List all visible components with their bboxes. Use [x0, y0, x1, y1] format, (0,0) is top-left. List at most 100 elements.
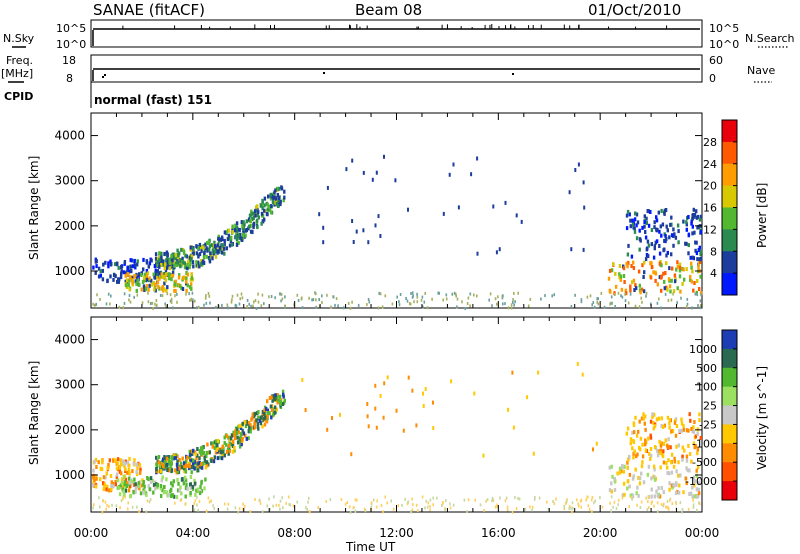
range-cell	[191, 461, 195, 466]
range-cell	[326, 427, 329, 432]
range-cell	[271, 398, 274, 403]
range-cell	[182, 260, 185, 265]
range-cell	[371, 177, 374, 182]
range-cell	[171, 456, 174, 461]
range-cell	[218, 237, 221, 242]
range-cell	[610, 295, 613, 299]
range-cell	[404, 497, 406, 501]
range-cell	[411, 503, 414, 507]
range-cell	[697, 248, 700, 252]
range-cell	[117, 486, 120, 490]
range-cell	[649, 447, 653, 451]
range-cell	[126, 272, 129, 277]
range-cell	[379, 292, 382, 296]
range-cell	[424, 506, 426, 510]
range-cell	[201, 260, 204, 265]
range-cell	[660, 486, 663, 490]
range-cell	[120, 471, 123, 476]
range-cell	[635, 236, 639, 241]
range-cell	[366, 303, 368, 307]
range-cell	[641, 460, 644, 465]
range-cell	[653, 475, 656, 480]
range-cell	[196, 461, 199, 466]
range-cell	[532, 451, 535, 456]
range-cell	[635, 433, 639, 438]
range-cell	[256, 424, 260, 429]
range-cell	[263, 412, 266, 416]
range-cell	[666, 250, 669, 255]
range-cell	[626, 479, 630, 484]
range-cell	[269, 196, 273, 201]
range-cell	[126, 460, 130, 465]
range-cell	[668, 284, 672, 289]
range-cell	[174, 289, 177, 293]
range-cell	[238, 227, 241, 232]
range-cell	[143, 275, 146, 280]
range-cell	[209, 253, 212, 258]
range-cell	[682, 423, 685, 428]
range-cell	[123, 480, 127, 485]
range-cell	[193, 466, 196, 471]
range-cell	[274, 296, 276, 300]
range-cell	[225, 246, 228, 251]
range-cell	[344, 502, 347, 506]
range-cell	[176, 292, 178, 296]
range-cell	[657, 210, 660, 215]
range-cell	[114, 482, 117, 487]
range-cell	[690, 265, 693, 270]
range-cell	[203, 486, 206, 491]
range-cell	[692, 503, 695, 507]
range-cell	[696, 293, 698, 297]
range-cell	[107, 292, 110, 296]
range-cell	[118, 469, 122, 474]
range-cell	[679, 473, 682, 478]
range-cell	[283, 195, 286, 200]
range-cell	[160, 286, 164, 291]
range-cell	[174, 468, 177, 473]
range-cell	[156, 483, 159, 488]
range-cell	[248, 213, 252, 218]
range-cell	[653, 467, 656, 472]
range-cell	[695, 468, 698, 473]
range-cell	[626, 460, 629, 465]
range-cell	[184, 467, 187, 472]
range-cell	[386, 375, 389, 380]
colorbar-tick-label: 16	[703, 202, 717, 215]
range-cell	[690, 459, 693, 464]
range-cell	[141, 280, 145, 284]
range-cell	[375, 425, 378, 430]
range-cell	[663, 279, 666, 284]
range-cell	[197, 260, 200, 265]
range-cell	[681, 507, 684, 511]
range-cell	[664, 438, 667, 443]
range-cell	[110, 480, 113, 485]
range-cell	[168, 461, 171, 466]
range-cell	[131, 505, 134, 509]
range-cell	[222, 246, 226, 251]
range-cell	[217, 234, 220, 239]
range-cell	[160, 251, 163, 256]
range-cell	[274, 393, 277, 398]
range-cell	[670, 252, 673, 257]
range-cell	[266, 202, 269, 207]
range-cell	[175, 263, 179, 267]
range-cell	[695, 215, 699, 220]
range-cell	[205, 450, 208, 455]
range-cell	[105, 507, 107, 511]
range-cell	[363, 507, 366, 511]
y-tick-label: 4000	[54, 333, 85, 347]
range-cell	[617, 503, 619, 507]
range-cell	[109, 259, 112, 264]
range-cell	[635, 212, 639, 217]
range-cell	[127, 488, 131, 493]
range-cell	[663, 238, 666, 243]
range-cell	[190, 273, 193, 278]
range-cell	[331, 416, 333, 420]
range-cell	[467, 498, 470, 502]
range-cell	[415, 423, 418, 428]
range-cell	[200, 465, 204, 470]
range-cell	[547, 507, 550, 511]
range-cell	[429, 498, 432, 502]
range-cell	[107, 488, 111, 493]
